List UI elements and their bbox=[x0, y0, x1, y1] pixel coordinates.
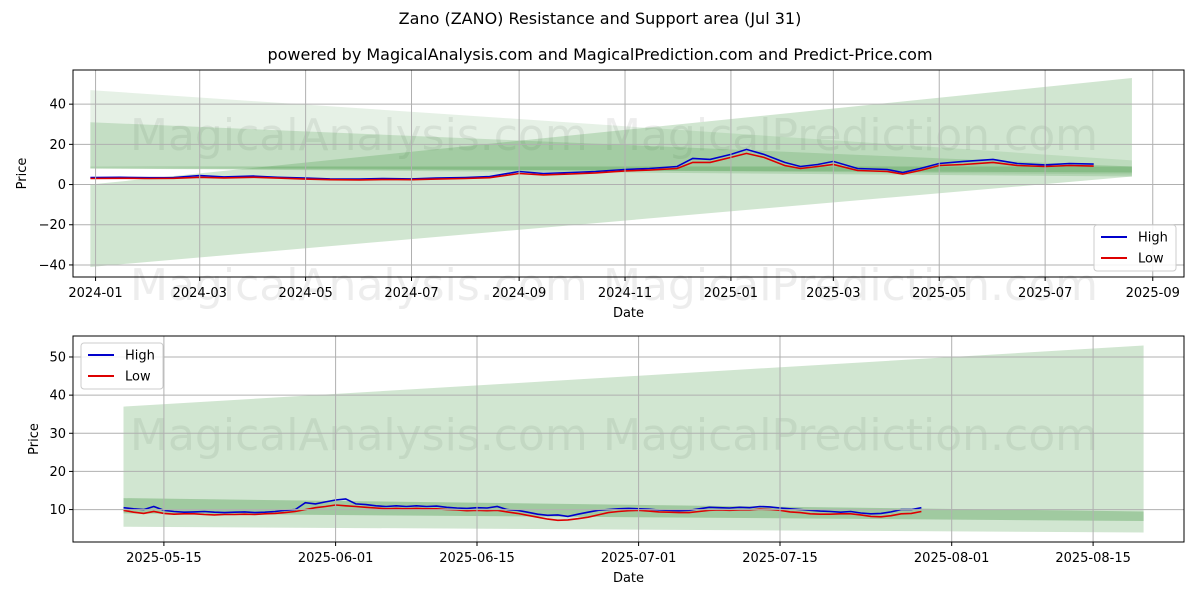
x-tick-label: 2025-05 bbox=[912, 286, 966, 301]
x-tick-label: 2025-06-15 bbox=[439, 551, 515, 566]
series-line-high bbox=[123, 498, 922, 518]
plot-area bbox=[123, 345, 1144, 533]
x-tick-label: 2025-03 bbox=[806, 286, 860, 301]
chart-title: Zano (ZANO) Resistance and Support area … bbox=[398, 9, 802, 28]
series-line-low bbox=[90, 152, 1094, 181]
x-tick-label: 2024-07 bbox=[384, 286, 438, 301]
chart-panel-1: MagicalAnalysis.com MagicalPrediction.com… bbox=[15, 69, 1185, 321]
legend-label-high: High bbox=[125, 349, 155, 364]
x-tick-label: 2025-06-01 bbox=[298, 551, 374, 566]
x-axis-label: Date bbox=[613, 306, 644, 321]
x-tick-label: 2025-05-15 bbox=[126, 551, 202, 566]
series-line-low bbox=[123, 504, 922, 522]
chart-subtitle: powered by MagicalAnalysis.com and Magic… bbox=[267, 45, 933, 64]
chart-panel-2: MagicalAnalysis.com MagicalPrediction.com… bbox=[27, 335, 1185, 586]
x-tick-label: 2024-03 bbox=[173, 286, 227, 301]
legend: High Low bbox=[80, 342, 164, 390]
y-axis-label: Price bbox=[27, 423, 42, 455]
y-tick-label: 20 bbox=[49, 138, 66, 153]
watermark-text: MagicalPrediction.com bbox=[603, 110, 1098, 161]
y-tick-label: −40 bbox=[39, 258, 66, 273]
watermark-text: MagicalPrediction.com bbox=[603, 260, 1098, 311]
plot-area bbox=[90, 78, 1132, 267]
y-tick-label: 10 bbox=[49, 503, 66, 518]
y-axis-label: Price bbox=[15, 158, 30, 190]
watermark-text: MagicalAnalysis.com bbox=[130, 410, 588, 461]
x-tick-label: 2025-01 bbox=[704, 286, 758, 301]
x-axis-label: Date bbox=[613, 571, 644, 586]
y-tick-label: 40 bbox=[49, 389, 66, 404]
x-tick-label: 2025-09 bbox=[1126, 286, 1180, 301]
x-tick-label: 2025-08-01 bbox=[914, 551, 990, 566]
x-tick-label: 2024-05 bbox=[278, 286, 332, 301]
plot-frame bbox=[72, 335, 1185, 543]
y-tick-label: 0 bbox=[58, 178, 66, 193]
y-tick-label: 20 bbox=[49, 465, 66, 480]
y-tick-label: 30 bbox=[49, 427, 66, 442]
watermark-text: MagicalAnalysis.com bbox=[130, 110, 588, 161]
y-tick-label: 50 bbox=[49, 350, 66, 365]
x-tick-label: 2025-08-15 bbox=[1055, 551, 1131, 566]
x-tick-label: 2024-01 bbox=[68, 286, 122, 301]
x-tick-label: 2024-09 bbox=[492, 286, 546, 301]
x-tick-label: 2025-07-15 bbox=[742, 551, 818, 566]
resistance-support-band bbox=[90, 122, 1132, 177]
legend-label-low: Low bbox=[125, 370, 151, 385]
watermark-text: MagicalPrediction.com bbox=[603, 410, 1098, 461]
y-tick-label: 40 bbox=[49, 98, 66, 113]
resistance-support-band bbox=[123, 345, 1144, 533]
plot-frame bbox=[72, 69, 1185, 278]
x-tick-label: 2024-11 bbox=[598, 286, 652, 301]
legend-label-low: Low bbox=[1138, 252, 1164, 267]
y-tick-label: −20 bbox=[39, 218, 66, 233]
watermark-text: MagicalAnalysis.com bbox=[130, 260, 588, 311]
x-tick-label: 2025-07-01 bbox=[601, 551, 677, 566]
resistance-support-band bbox=[90, 90, 1132, 175]
x-tick-label: 2025-07 bbox=[1018, 286, 1072, 301]
legend: High Low bbox=[1093, 224, 1177, 272]
legend-label-high: High bbox=[1138, 231, 1168, 246]
